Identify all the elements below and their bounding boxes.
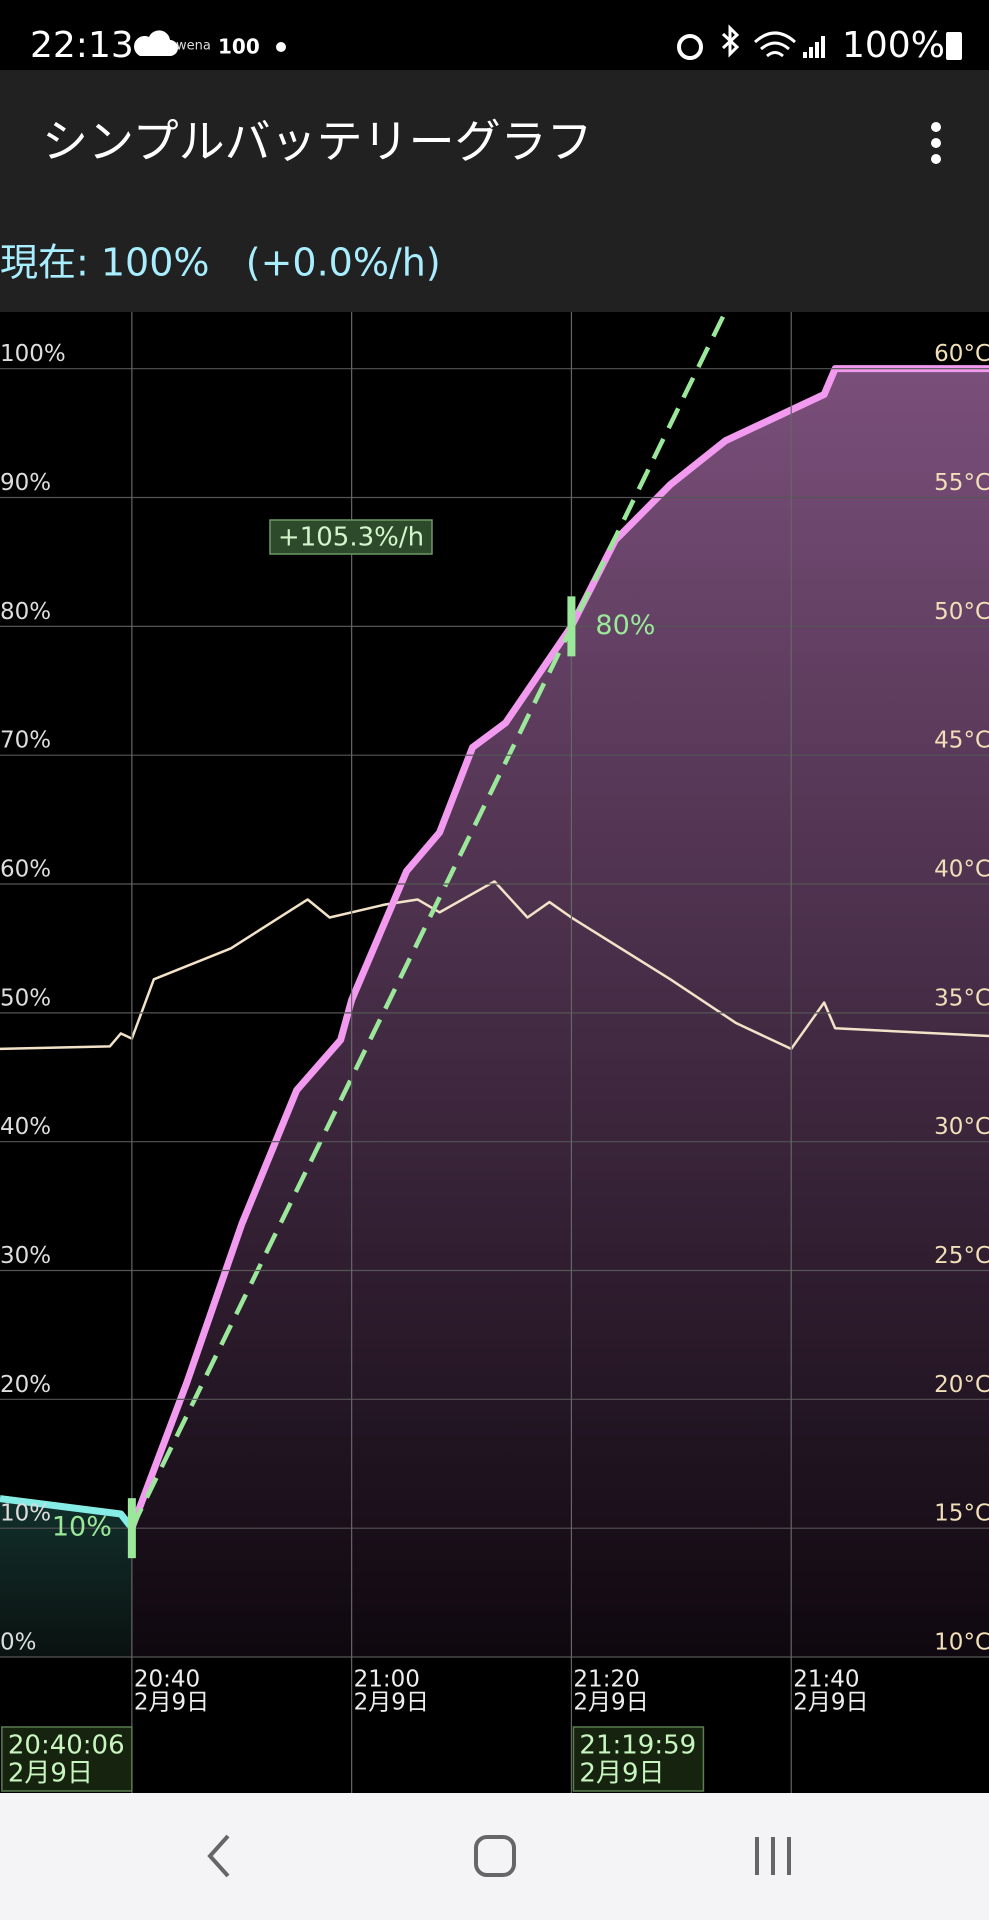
status-bar	[0, 0, 989, 70]
x-tick-label: 21:40	[793, 1667, 859, 1693]
y2-tick-label: 20°C	[934, 1372, 989, 1398]
y2-tick-label: 25°C	[934, 1243, 989, 1269]
recents-button[interactable]	[755, 1837, 791, 1875]
y-tick-label: 80%	[0, 599, 51, 625]
trend-label-box	[269, 519, 433, 555]
x-tick-date: 2月9日	[134, 1690, 209, 1716]
nav-bar	[0, 1793, 989, 1920]
menu-dot	[931, 138, 941, 148]
series-line	[128, 365, 989, 1530]
y2-tick-label: 40°C	[934, 857, 989, 883]
y2-tick-label: 15°C	[934, 1501, 989, 1527]
y-tick-label: 70%	[0, 728, 51, 754]
notification-dot	[276, 42, 286, 52]
marker-label: 80%	[595, 610, 655, 641]
signal-icon	[803, 36, 825, 58]
x-tick-label: 21:00	[354, 1667, 420, 1693]
x-tick-label: 20:40	[134, 1667, 200, 1693]
cursor-time: 20:40:06	[8, 1731, 125, 1761]
bluetooth-icon	[721, 24, 740, 58]
marker	[127, 1498, 136, 1559]
y2-tick-label: 55°C	[934, 470, 989, 496]
overflow-menu[interactable]	[931, 122, 941, 164]
x-tick-date: 2月9日	[573, 1690, 648, 1716]
battery-percent: 100%	[842, 25, 945, 66]
cursor-date: 2月9日	[8, 1759, 93, 1789]
y-tick-label: 0%	[0, 1630, 37, 1656]
menu-dot	[931, 122, 941, 132]
cursor-time: 21:19:59	[579, 1731, 696, 1761]
x-tick-date: 2月9日	[354, 1690, 429, 1716]
trend-line	[129, 312, 728, 1530]
app-title: シンプルバッテリーグラフ	[42, 115, 593, 169]
wifi-icon	[753, 31, 797, 58]
wena-label: wena	[176, 39, 211, 54]
x-tick-label: 21:20	[573, 1667, 639, 1693]
summary: 現在: 100% (+0.0%/h)	[0, 241, 441, 285]
series-line	[0, 880, 989, 1051]
y-tick-label: 60%	[0, 857, 51, 883]
x-tick-date: 2月9日	[793, 1690, 868, 1716]
back-button[interactable]	[207, 1834, 230, 1878]
y-tick-label: 20%	[0, 1372, 51, 1398]
menu-dot	[931, 154, 941, 164]
y2-tick-label: 45°C	[934, 728, 989, 754]
y-tick-label: 30%	[0, 1243, 51, 1269]
trend-label: +105.3%/h	[278, 523, 424, 553]
cursor-date: 2月9日	[579, 1759, 664, 1789]
y-tick-label: 100%	[0, 341, 66, 367]
y-tick-label: 90%	[0, 470, 51, 496]
home-button[interactable]	[474, 1835, 516, 1877]
chart: 0% 10% 20% 30% 40% 50% 60% 70% 80% 90% 100% 10°C 15°…	[0, 312, 989, 1793]
y2-tick-label: 50°C	[934, 599, 989, 625]
y2-tick-label: 35°C	[934, 985, 989, 1011]
y2-tick-label: 60°C	[934, 341, 989, 367]
series-area	[0, 1498, 132, 1657]
battery-icon	[946, 32, 962, 60]
cursor-box	[1, 1726, 133, 1792]
y-tick-label: 10%	[0, 1501, 51, 1527]
clock: 22:13	[30, 25, 134, 66]
marker	[567, 596, 576, 657]
y2-tick-label: 10°C	[934, 1630, 989, 1656]
wena-count: 100	[218, 35, 260, 59]
y-tick-label: 50%	[0, 985, 51, 1011]
alarm-icon	[677, 34, 703, 60]
marker-label: 10%	[52, 1512, 112, 1543]
y-tick-label: 40%	[0, 1114, 51, 1140]
cursor-box	[572, 1726, 705, 1792]
y2-tick-label: 30°C	[934, 1114, 989, 1140]
app-bar	[0, 70, 989, 312]
cloud-icon	[133, 30, 178, 56]
